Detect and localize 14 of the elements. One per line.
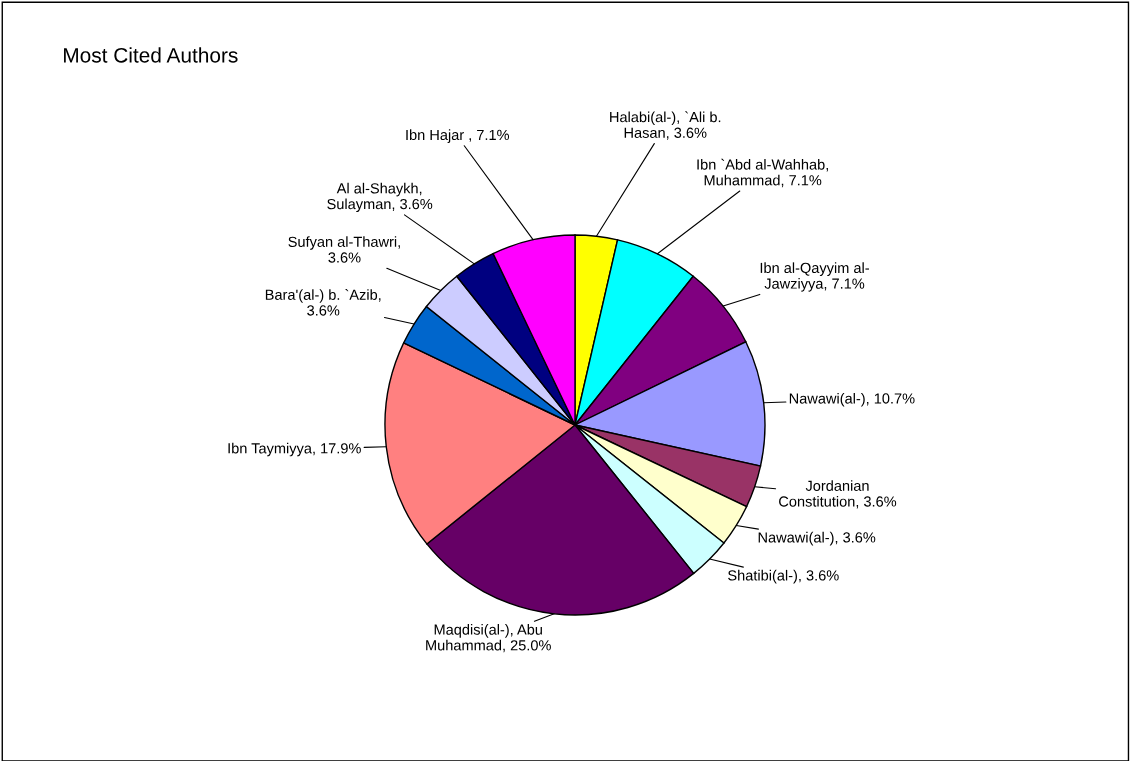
slice-label: Ibn Hajar , 7.1% — [406, 129, 510, 143]
slice-label: Ibn Taymiyya, 17.9% — [228, 442, 361, 457]
slice-label: Al al-Shaykh, Sulayman, 3.6% — [327, 182, 433, 213]
slice-label: Jordanian Constitution, 3.6% — [779, 480, 897, 509]
slice-label: Nawawi(al-), 3.6% — [758, 531, 876, 546]
slice-label: Ibn al-Qayyim al- Jawziyya, 7.1% — [760, 262, 869, 292]
slice-label: Halabi(al-), `Ali b. Hasan, 3.6% — [610, 111, 721, 140]
slice-label: Maqdisi(al-), Abu Muhammad, 25.0% — [426, 624, 551, 653]
slice-label: Ibn `Abd al-Wahhab, Muhammad, 7.1% — [697, 158, 828, 188]
slice-label: Sufyan al-Thawri, 3.6% — [288, 236, 400, 263]
slice-label: Bara'(al-) b. `Azib, 3.6% — [265, 289, 381, 316]
chart-title: Most Cited Authors — [64, 47, 238, 63]
slice-label: Shatibi(al-), 3.6% — [728, 569, 839, 584]
slice-label: Nawawi(al-), 10.7% — [789, 392, 915, 407]
